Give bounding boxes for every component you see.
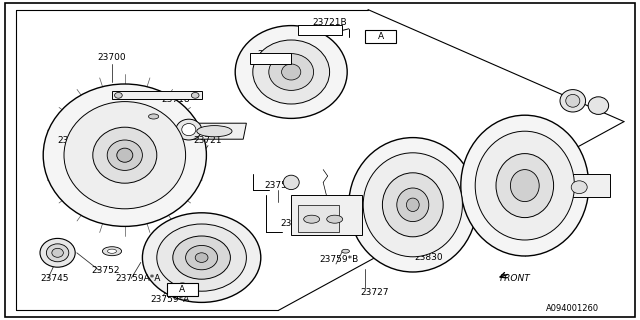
Text: A: A (179, 285, 186, 294)
Ellipse shape (115, 92, 122, 98)
Ellipse shape (197, 126, 232, 137)
Ellipse shape (349, 138, 477, 272)
Text: 23759*A: 23759*A (150, 295, 189, 304)
Ellipse shape (117, 148, 133, 162)
Ellipse shape (108, 249, 116, 253)
Ellipse shape (461, 115, 589, 256)
Bar (568, 174, 610, 197)
Text: 23815: 23815 (280, 220, 308, 228)
Ellipse shape (566, 94, 580, 107)
Ellipse shape (179, 283, 186, 287)
Ellipse shape (173, 236, 230, 279)
Text: 23830: 23830 (415, 253, 443, 262)
Text: 23721B: 23721B (312, 18, 347, 27)
Ellipse shape (166, 262, 174, 266)
Text: 23754: 23754 (264, 181, 292, 190)
Text: 23708: 23708 (258, 50, 286, 59)
Ellipse shape (475, 131, 575, 240)
Ellipse shape (186, 245, 218, 270)
Bar (250, 53, 291, 64)
Ellipse shape (142, 213, 261, 302)
Ellipse shape (236, 26, 348, 118)
Ellipse shape (342, 249, 349, 253)
Text: 23759*B: 23759*B (319, 255, 359, 264)
Ellipse shape (406, 198, 419, 212)
Ellipse shape (397, 188, 429, 222)
Ellipse shape (269, 53, 314, 91)
Ellipse shape (182, 124, 196, 136)
Text: 23752: 23752 (92, 266, 120, 275)
Bar (291, 195, 362, 235)
Ellipse shape (157, 224, 246, 291)
Ellipse shape (148, 114, 159, 119)
Text: 23797: 23797 (533, 181, 561, 190)
Ellipse shape (327, 215, 343, 223)
Ellipse shape (496, 154, 554, 218)
Text: 23712: 23712 (197, 260, 225, 268)
Text: 23718: 23718 (162, 95, 190, 104)
Ellipse shape (253, 40, 330, 104)
Ellipse shape (176, 119, 202, 140)
Text: 23700: 23700 (98, 53, 126, 62)
Ellipse shape (588, 97, 609, 115)
Text: 23759A*A: 23759A*A (115, 274, 160, 283)
Ellipse shape (108, 140, 143, 170)
Ellipse shape (364, 153, 463, 257)
Ellipse shape (191, 92, 199, 98)
Ellipse shape (511, 170, 539, 202)
Ellipse shape (52, 248, 63, 257)
Ellipse shape (383, 173, 443, 237)
Bar (298, 205, 339, 232)
FancyBboxPatch shape (167, 283, 198, 296)
Ellipse shape (64, 102, 186, 209)
Text: 23745: 23745 (40, 274, 68, 283)
Ellipse shape (572, 181, 588, 194)
Bar (112, 91, 202, 99)
Ellipse shape (282, 64, 301, 80)
Ellipse shape (44, 84, 206, 227)
Text: 23721: 23721 (194, 136, 222, 145)
Ellipse shape (560, 90, 586, 112)
FancyBboxPatch shape (365, 30, 396, 43)
Bar (298, 25, 342, 35)
Text: A: A (378, 32, 384, 41)
Text: 23727: 23727 (360, 288, 388, 297)
Text: A094001260: A094001260 (546, 304, 600, 313)
Text: FRONT: FRONT (500, 274, 531, 283)
Polygon shape (186, 123, 246, 139)
Text: 23759A*B: 23759A*B (58, 136, 102, 145)
Ellipse shape (93, 127, 157, 183)
Ellipse shape (304, 215, 320, 223)
Ellipse shape (46, 244, 69, 262)
Ellipse shape (283, 175, 300, 189)
Ellipse shape (40, 238, 76, 267)
Ellipse shape (102, 247, 122, 256)
Ellipse shape (195, 253, 208, 262)
